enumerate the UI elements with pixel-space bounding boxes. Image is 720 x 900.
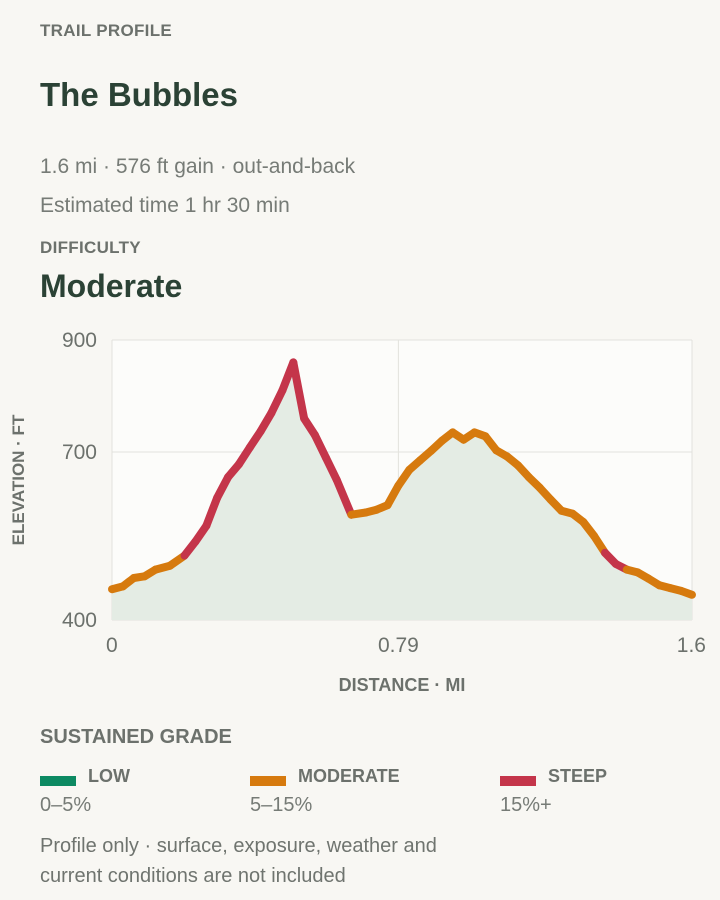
y-tick-label: 700: [62, 441, 97, 464]
y-axis-title: ELEVATION · FT: [9, 414, 28, 545]
estimated-time: Estimated time 1 hr 30 min: [40, 194, 290, 217]
legend-label-moderate: MODERATE: [298, 766, 400, 786]
x-tick-labels: 0 0.79 1.6: [106, 634, 706, 657]
legend-swatch-moderate: [250, 776, 286, 786]
profile-segment-steep: [267, 386, 287, 417]
x-axis-title: DISTANCE · MI: [339, 675, 466, 695]
profile-segment-steep: [321, 453, 341, 484]
difficulty-value: Moderate: [40, 268, 183, 304]
section-kicker: TRAIL PROFILE: [40, 21, 173, 40]
trail-title: The Bubbles: [40, 76, 239, 113]
y-tick-label: 400: [62, 609, 97, 632]
profile-segment-steep: [332, 476, 356, 519]
elevation-line: [108, 358, 696, 599]
elevation-area: [112, 362, 692, 620]
elevation-chart: 400 700 900 0 0.79 1.6 DISTANCE · MI ELEVATI…: [9, 329, 706, 695]
legend-title: SUSTAINED GRADE: [40, 726, 232, 748]
legend-range-low: 0–5%: [40, 794, 92, 816]
legend-label-low: LOW: [88, 766, 130, 786]
profile-segment-steep: [311, 431, 330, 462]
legend-range-steep: 15%+: [500, 794, 552, 816]
legend-swatch-low: [40, 776, 76, 786]
difficulty-label: DIFFICULTY: [40, 238, 141, 257]
x-tick-label: 0.79: [378, 634, 419, 657]
profile-segment-steep: [289, 358, 309, 423]
legend-label-steep: STEEP: [548, 766, 608, 786]
y-tick-label: 900: [62, 329, 97, 352]
legend-range-moderate: 5–15%: [250, 794, 313, 816]
footnote: Profile only · surface, exposure, weathe…: [40, 835, 437, 887]
profile-segment-steep: [202, 493, 222, 530]
legend-swatch-steep: [500, 776, 536, 786]
trail-stats: 1.6 mi · 576 ft gain · out-and-back: [40, 155, 356, 178]
y-tick-labels: 400 700 900: [62, 329, 97, 632]
profile-segment-moderate: [677, 586, 696, 599]
x-tick-label: 0: [106, 634, 118, 657]
x-tick-label: 1.6: [677, 634, 706, 657]
